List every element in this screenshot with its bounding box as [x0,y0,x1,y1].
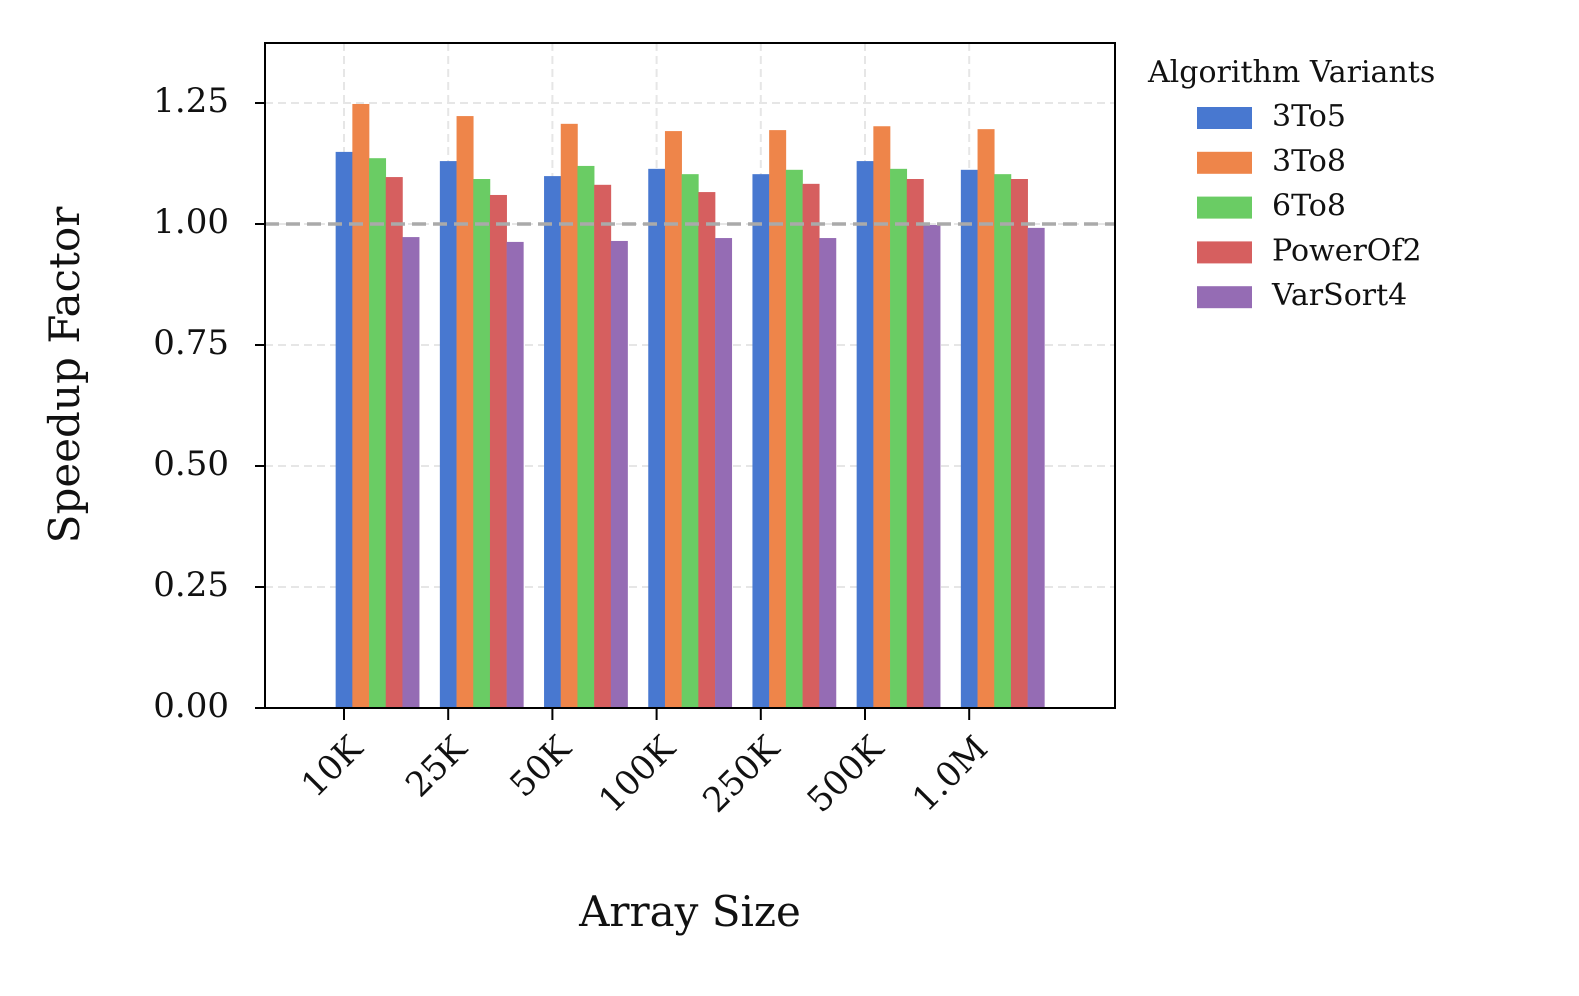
y-tick-label: 0.50 [153,444,229,484]
bar [802,183,820,709]
x-tick-label: 1.0M [905,728,996,819]
bar [610,240,628,708]
bar [698,192,716,708]
bar [648,168,666,708]
y-tick-label: 1.00 [153,202,229,242]
bar [456,116,474,708]
y-tick-label: 0.00 [153,686,229,726]
bar [594,184,612,708]
bar [544,176,562,708]
bar [335,151,353,708]
y-tick-label: 0.75 [153,323,229,363]
bar [402,237,420,708]
bar [994,174,1012,709]
legend-label: PowerOf2 [1272,233,1422,268]
legend-swatch [1197,151,1252,174]
x-tick-label: 50K [502,728,579,805]
bar [752,174,770,709]
x-tick-label: 250K [695,728,788,821]
bar [856,161,874,709]
bar [1010,179,1028,708]
bar [785,169,803,709]
legend-swatch [1197,241,1252,264]
bar [369,158,387,709]
bar [977,129,995,709]
bar [873,126,891,709]
bar [560,123,578,709]
legend-swatch [1197,286,1252,309]
y-tick-label: 0.25 [153,565,229,605]
bar [715,238,733,708]
x-axis-label: Array Size [578,887,801,936]
bar [439,161,457,709]
legend-swatch [1197,196,1252,219]
y-axis-label: Speedup Factor [40,206,89,544]
bar [890,168,908,708]
bar [769,130,787,708]
legend-label: 3To5 [1272,99,1346,134]
legend-label: VarSort4 [1271,278,1407,313]
bar [819,238,837,708]
y-tick-label: 1.25 [153,81,229,121]
bar [473,179,491,708]
bar [506,241,524,708]
legend-swatch [1197,107,1252,129]
x-tick-label: 500K [800,728,893,821]
bar [906,179,924,708]
bar [960,169,978,709]
x-tick-label: 10K [294,728,371,805]
legend-label: 3To8 [1272,144,1346,179]
bar [681,174,699,709]
bar [923,224,941,708]
bar [489,194,507,708]
legend-label: 6To8 [1272,189,1346,224]
bar [577,165,595,708]
legend-title: Algorithm Variants [1147,55,1435,90]
x-tick-label: 25K [398,728,475,805]
bar [1027,227,1045,708]
x-tick-label: 100K [591,728,684,821]
bar [385,177,403,709]
bar [352,103,370,708]
bar [664,131,682,708]
axes-frame [264,42,1116,709]
